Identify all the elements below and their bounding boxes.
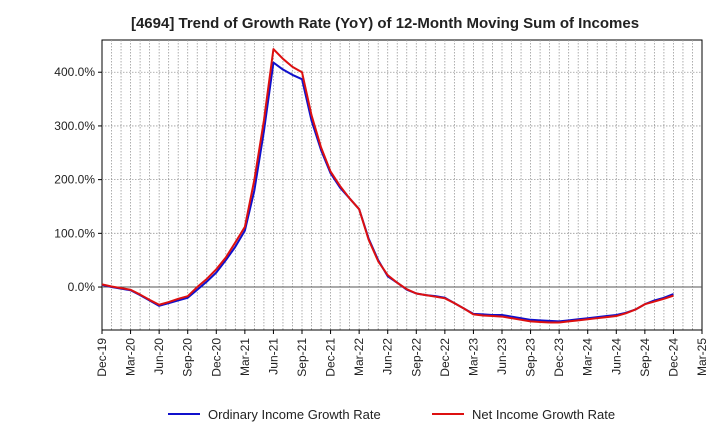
legend: Ordinary Income Growth Rate Net Income G… <box>168 407 615 422</box>
chart-title: [4694] Trend of Growth Rate (YoY) of 12-… <box>131 15 639 32</box>
y-tick-label: 100.0% <box>54 226 95 240</box>
legend-label-net-income: Net Income Growth Rate <box>472 407 615 422</box>
legend-label-ordinary-income: Ordinary Income Growth Rate <box>208 407 381 422</box>
y-tick-label: 0.0% <box>68 280 96 294</box>
x-tick-label: Mar-24 <box>581 338 595 376</box>
y-tick-label: 400.0% <box>54 65 95 79</box>
x-tick-label: Sep-23 <box>524 338 538 377</box>
x-tick-label: Sep-22 <box>409 338 423 377</box>
x-tick-label: Mar-22 <box>352 338 366 376</box>
x-tick-label: Sep-20 <box>181 338 195 377</box>
grid-lines <box>102 40 702 330</box>
x-tick-label: Jun-20 <box>152 338 166 375</box>
x-tick-label: Mar-20 <box>124 338 138 376</box>
x-tick-label: Jun-21 <box>266 338 280 375</box>
series-line-1 <box>101 48 674 324</box>
x-tick-label: Sep-21 <box>295 338 309 377</box>
x-tick-label: Dec-21 <box>324 338 338 377</box>
y-tick-label: 200.0% <box>54 173 95 187</box>
y-axis-ticks: 0.0% 100.0% 200.0% 300.0% 400.0% <box>54 65 102 294</box>
x-tick-label: Mar-25 <box>695 338 709 376</box>
y-tick-label: 300.0% <box>54 119 95 133</box>
x-tick-label: Jun-22 <box>381 338 395 375</box>
x-tick-label: Dec-20 <box>209 338 223 377</box>
x-tick-label: Sep-24 <box>638 338 652 377</box>
x-tick-label: Jun-23 <box>495 338 509 375</box>
series-lines <box>101 48 674 324</box>
x-tick-label: Dec-24 <box>666 338 680 377</box>
plot-area <box>101 39 703 331</box>
x-axis-ticks: Dec-19 Mar-20 Jun-20 Sep-20 Dec-20 Mar-21 Jun-… <box>95 330 709 377</box>
x-tick-label: Dec-22 <box>438 338 452 377</box>
x-tick-label: Jun-24 <box>609 338 623 375</box>
x-tick-label: Dec-23 <box>552 338 566 377</box>
x-tick-label: Dec-19 <box>95 338 109 377</box>
x-tick-label: Mar-21 <box>238 338 252 376</box>
x-tick-label: Mar-23 <box>466 338 480 376</box>
